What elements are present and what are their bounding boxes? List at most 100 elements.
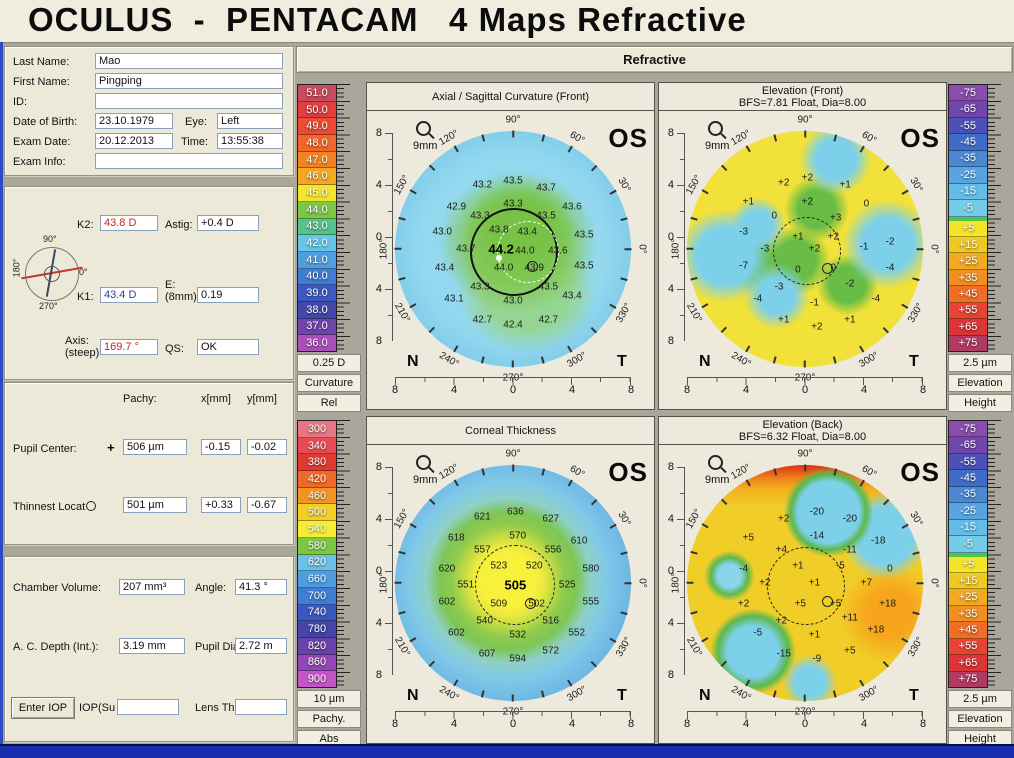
last-name-field[interactable]	[95, 53, 283, 69]
angle-label: 300°	[857, 350, 882, 371]
map-value: +1	[839, 179, 851, 191]
map-value: 44.2	[488, 241, 514, 257]
axis-tick-label: 4	[568, 718, 576, 730]
zoom-control[interactable]: 9mm	[705, 121, 739, 154]
axis-tick-label: 4	[667, 513, 674, 525]
map-value: 42.9	[446, 201, 467, 213]
map-value: 525	[558, 579, 576, 591]
map-value: 43.3	[503, 198, 523, 210]
map-value: -3	[760, 243, 770, 255]
y-header: y[mm]	[247, 393, 277, 405]
enter-iop-button[interactable]: Enter IOP	[11, 697, 75, 719]
apex-marker	[496, 255, 502, 261]
angle-tick	[804, 130, 806, 138]
map-title: Elevation (Front) BFS=7.81 Float, Dia=8.0…	[659, 83, 946, 111]
zoom-control[interactable]: 9mm	[705, 455, 739, 488]
scale-step: -75	[949, 85, 987, 102]
map-value: -3	[739, 226, 749, 238]
map-value: +2	[801, 196, 814, 208]
elevation-front-map-panel: Elevation (Front) BFS=7.81 Float, Dia=8.0…	[658, 82, 947, 410]
thinnest-y-field[interactable]	[247, 497, 287, 513]
ac-depth-field[interactable]	[119, 638, 185, 654]
scale-step: +45	[949, 622, 987, 639]
corneal-thickness-map[interactable]: 621 636 627 618 570 610 557 556 620 523 520 580 551 5…	[379, 449, 647, 717]
scale-step: +35	[949, 269, 987, 287]
eye-label: Eye:	[185, 116, 208, 128]
scale-step: 620	[298, 554, 336, 572]
ac-depth-label: A. C. Depth (Int.):	[13, 641, 99, 653]
angle-field[interactable]	[235, 579, 287, 595]
axis-field[interactable]	[100, 339, 158, 355]
scale-step-label: 2.5 µm	[948, 354, 1012, 372]
zoom-level-label: 9mm	[705, 474, 730, 486]
thinnest-location-marker	[527, 261, 538, 272]
angle-tick	[804, 464, 806, 472]
eccentricity-label: E: (8mm)	[165, 279, 197, 303]
elevation-back-map[interactable]: +2 -20 -20 +5 -14 -18 +4 -11 -4 +1 -5 0 +2 +1 +7 +2 +5 +5…	[671, 449, 939, 717]
pupil-x-field[interactable]	[201, 439, 241, 455]
horizontal-axis: 8 4 0 4 8	[392, 711, 634, 733]
pupil-pachy-field[interactable]	[123, 439, 187, 455]
map-value: 43.5	[503, 175, 523, 187]
dial-center-circle	[44, 266, 60, 282]
chamber-volume-label: Chamber Volume:	[13, 582, 102, 594]
eye-side-label: OS	[900, 457, 940, 487]
angle-label: 330°	[614, 301, 635, 326]
last-name-label: Last Name:	[13, 56, 70, 68]
map-value: -1	[859, 241, 869, 253]
scale-step: 40.0	[298, 268, 336, 286]
eccentricity-field[interactable]	[197, 287, 259, 303]
exam-info-field[interactable]	[95, 153, 283, 169]
map-value: 0	[863, 198, 870, 210]
axis-tick-label: 4	[568, 384, 576, 396]
pupil-dia-field[interactable]	[235, 638, 287, 654]
pupil-y-field[interactable]	[247, 439, 287, 455]
k2-field[interactable]	[100, 215, 158, 231]
dob-label: Date of Birth:	[13, 116, 78, 128]
scale-quantity-label: Pachy.	[297, 710, 361, 728]
scale-step: -25	[949, 503, 987, 520]
time-label: Time:	[181, 136, 209, 148]
scale-mode-label: Height	[948, 394, 1012, 412]
first-name-field[interactable]	[95, 73, 283, 89]
scale-step: 51.0	[298, 85, 336, 102]
axial-curvature-map[interactable]: 43.2 43.5 43.7 42.9 43.3 43.6 43.3 43.5 43.0 43.8…	[379, 115, 647, 383]
vertical-axis: 8 4 0 4 8	[663, 461, 685, 681]
zoom-control[interactable]: 9mm	[413, 455, 447, 488]
chamber-volume-field[interactable]	[119, 579, 185, 595]
scale-step: +5	[949, 556, 987, 573]
map-value: -3	[774, 281, 784, 293]
exam-date-field[interactable]	[95, 133, 173, 149]
axis-tick-label: 0	[509, 384, 517, 396]
elevation-front-map[interactable]: +2 +2 +1 +1 +2 0 0 +3 -3 +1 +2 -2 -3 +2 -1 -7 0 0 -4 -3 -2 -4…	[671, 115, 939, 383]
lens-th-field[interactable]	[235, 699, 287, 715]
axis-tick-label: 4	[375, 283, 382, 295]
elevation-scale-bands: -75 -65 -55 -45 -35 -25 -15 -5 +5 +15 +25 +35 +45 +55…	[948, 84, 988, 352]
time-field[interactable]	[217, 133, 283, 149]
angle-tick	[394, 582, 402, 584]
zoom-control[interactable]: 9mm	[413, 121, 447, 154]
tab-refractive[interactable]: Refractive	[296, 46, 1013, 73]
map-value: -5	[753, 627, 763, 639]
thinnest-x-field[interactable]	[201, 497, 241, 513]
id-field[interactable]	[95, 93, 283, 109]
eye-field[interactable]	[217, 113, 283, 129]
qs-field[interactable]	[197, 339, 259, 355]
scale-step: 46.0	[298, 168, 336, 186]
axis-tick-label: 4	[860, 384, 868, 396]
elevation-scale-bands: -75 -65 -55 -45 -35 -25 -15 -5 +5 +15 +25 +35 +45 +55…	[948, 420, 988, 688]
thinnest-pachy-field[interactable]	[123, 497, 187, 513]
map-value: +2	[759, 577, 771, 589]
map-value: 43.7	[536, 182, 556, 194]
scale-step: +15	[949, 236, 987, 254]
axis-tick-label: 4	[450, 384, 458, 396]
k1-field[interactable]	[100, 287, 158, 303]
axis-tick-label: 4	[742, 718, 750, 730]
thinnest-location-label: Thinnest Locat	[13, 501, 97, 513]
astig-field[interactable]	[197, 215, 259, 231]
map-value: 594	[509, 653, 527, 665]
scale-step: +75	[949, 671, 987, 687]
iop-field[interactable]	[117, 699, 179, 715]
dob-field[interactable]	[95, 113, 173, 129]
